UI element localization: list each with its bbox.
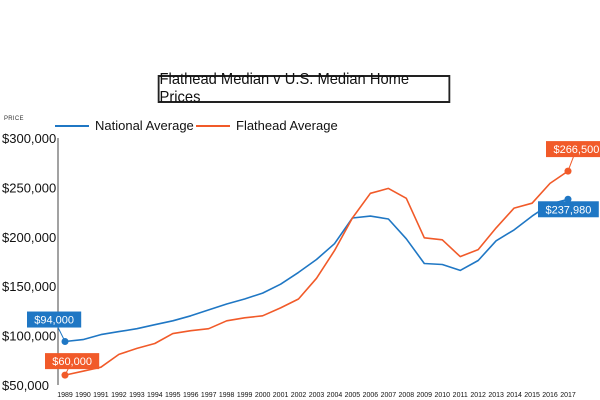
y-tick-label: $100,000 [2,329,56,344]
x-tick-label: 1997 [201,392,217,399]
x-tick-label: 2012 [470,392,486,399]
y-tick-label: $300,000 [2,131,56,146]
x-tick-label: 2004 [327,392,343,399]
chart-title: Flathead Median v U.S. Median Home Price… [157,71,451,106]
x-tick-label: 2014 [506,392,522,399]
x-tick-label: 2006 [363,392,379,399]
legend-swatch-national [55,124,89,127]
legend-label-flathead: Flathead Average [236,118,338,133]
y-axis-label: PRICE [4,116,24,122]
callout-box-flathead-start [45,353,100,370]
x-tick-label: 2013 [488,392,504,399]
x-tick-label: 1990 [75,392,91,399]
y-tick-label: $250,000 [2,180,56,195]
x-tick-label: 2016 [542,392,558,399]
legend-swatch-flathead [196,124,230,127]
x-tick-label: 1998 [219,392,235,399]
x-tick-label: 1989 [57,392,73,399]
x-tick-label: 2011 [453,392,468,399]
x-tick-label: 2007 [381,392,397,399]
y-tick-label: $50,000 [2,378,49,393]
callout-label-flathead-end: $266,500 [553,144,599,156]
chart-title-text: Flathead Median v U.S. Median Home Price… [159,71,410,106]
callout-label-flathead-start: $60,000 [52,356,92,368]
x-tick-label: 2005 [345,392,361,399]
legend-label-national: National Average [95,118,194,133]
x-tick-label: 1993 [129,392,145,399]
callout-box-national-start [27,311,82,328]
x-tick-label: 2015 [524,392,540,399]
x-tick-label: 1994 [147,392,163,399]
y-tick-label: $200,000 [2,230,56,245]
callout-box-flathead-end [546,141,600,158]
callout-label-national-end: $237,980 [545,204,591,216]
x-tick-label: 2003 [309,392,325,399]
x-tick-label: 2010 [434,392,450,399]
x-tick-label: 1992 [111,392,127,399]
series-line-flathead [64,170,569,376]
x-tick-label: 2001 [273,392,289,399]
x-tick-label: 1999 [237,392,253,399]
x-tick-label: 2008 [399,392,415,399]
x-tick-label: 1995 [165,392,181,399]
x-tick-label: 2017 [560,392,576,399]
callout-box-national-end [538,201,599,218]
x-tick-label: 1996 [183,392,199,399]
legend-item-flathead: Flathead Average [196,118,338,133]
x-tick-label: 2002 [291,392,307,399]
x-tick-label: 2000 [255,392,271,399]
y-tick-label: $150,000 [2,279,56,294]
series-line-national [64,198,569,343]
legend-item-national: National Average [55,118,194,133]
callout-label-national-start: $94,000 [34,315,74,327]
x-tick-label: 2009 [416,392,432,399]
x-tick-label: 1991 [93,392,109,399]
